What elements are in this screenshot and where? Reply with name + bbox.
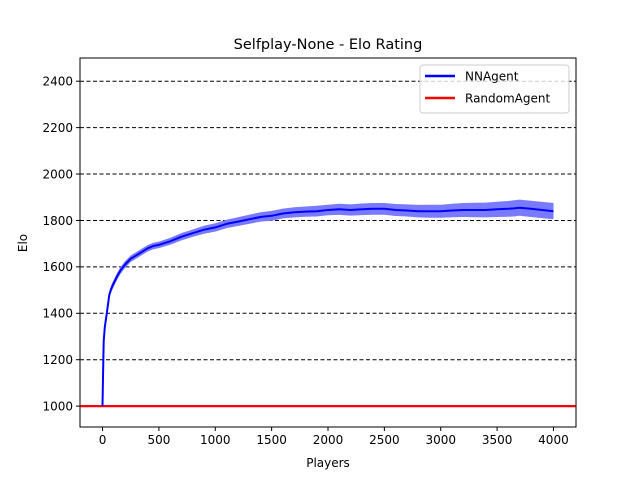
y-tick-label: 2000 bbox=[42, 167, 73, 181]
y-tick-label: 1600 bbox=[42, 260, 73, 274]
legend-label-nnagent: NNAgent bbox=[465, 70, 519, 84]
grid-lines bbox=[80, 80, 576, 361]
y-tick-label: 1400 bbox=[42, 307, 73, 321]
x-tick-label: 1500 bbox=[256, 433, 287, 447]
x-tick-label: 2000 bbox=[313, 433, 344, 447]
y-tick-label: 2200 bbox=[42, 121, 73, 135]
y-tick-label: 1800 bbox=[42, 214, 73, 228]
nnagent-line bbox=[101, 206, 554, 407]
x-axis: 0 500 1000 1500 2000 2500 3000 3500 4000 bbox=[99, 427, 569, 447]
y-axis: 1000 1200 1400 1600 1800 2000 2200 2400 bbox=[42, 75, 80, 413]
x-tick-label: 1000 bbox=[200, 433, 231, 447]
x-tick-label: 3000 bbox=[425, 433, 456, 447]
y-tick-label: 1000 bbox=[42, 399, 73, 413]
y-axis-label: Elo bbox=[16, 234, 30, 252]
x-tick-label: 500 bbox=[147, 433, 170, 447]
y-tick-label: 1200 bbox=[42, 353, 73, 367]
legend: NNAgent RandomAgent bbox=[419, 64, 570, 114]
series-lines bbox=[80, 206, 576, 408]
x-tick-label: 0 bbox=[99, 433, 107, 447]
x-tick-label: 3500 bbox=[482, 433, 513, 447]
x-axis-label: Players bbox=[306, 456, 350, 470]
legend-box bbox=[419, 64, 570, 114]
y-tick-label: 2400 bbox=[42, 75, 73, 89]
x-tick-label: 4000 bbox=[538, 433, 569, 447]
x-tick-label: 2500 bbox=[369, 433, 400, 447]
legend-label-randomagent: RandomAgent bbox=[465, 92, 550, 106]
chart-title: Selfplay-None - Elo Rating bbox=[234, 37, 423, 53]
